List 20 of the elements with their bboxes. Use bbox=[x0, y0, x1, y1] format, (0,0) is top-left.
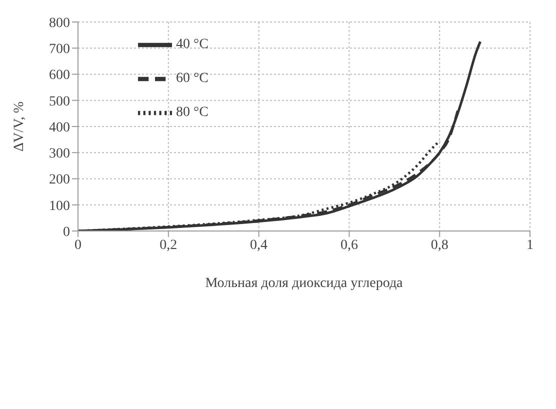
y-tick-label: 400 bbox=[49, 120, 70, 136]
x-tick-label: 0,8 bbox=[430, 238, 448, 253]
x-tick-label: 0,6 bbox=[340, 238, 358, 253]
x-tick-label: 0,2 bbox=[160, 238, 178, 253]
y-tick-label: 700 bbox=[49, 42, 70, 58]
y-tick-label: 100 bbox=[49, 198, 70, 214]
y-axis-title: ΔV/V, % bbox=[12, 101, 27, 152]
legend-label: 40 °C bbox=[176, 37, 208, 52]
y-tick-label: 500 bbox=[49, 94, 70, 110]
x-tick-label: 1 bbox=[526, 238, 534, 253]
x-axis-title: Мольная доля диоксида углерода bbox=[205, 276, 404, 291]
x-tick-label: 0,4 bbox=[250, 238, 268, 253]
y-tick-label: 600 bbox=[49, 68, 70, 84]
y-tick-label: 0 bbox=[63, 224, 70, 240]
legend-label: 80 °C bbox=[176, 105, 208, 120]
y-tick-label: 800 bbox=[49, 16, 70, 31]
legend-label: 60 °C bbox=[176, 71, 208, 86]
y-tick-label: 200 bbox=[49, 172, 70, 188]
y-tick-label: 300 bbox=[49, 146, 70, 162]
x-tick-label: 0 bbox=[74, 238, 82, 253]
